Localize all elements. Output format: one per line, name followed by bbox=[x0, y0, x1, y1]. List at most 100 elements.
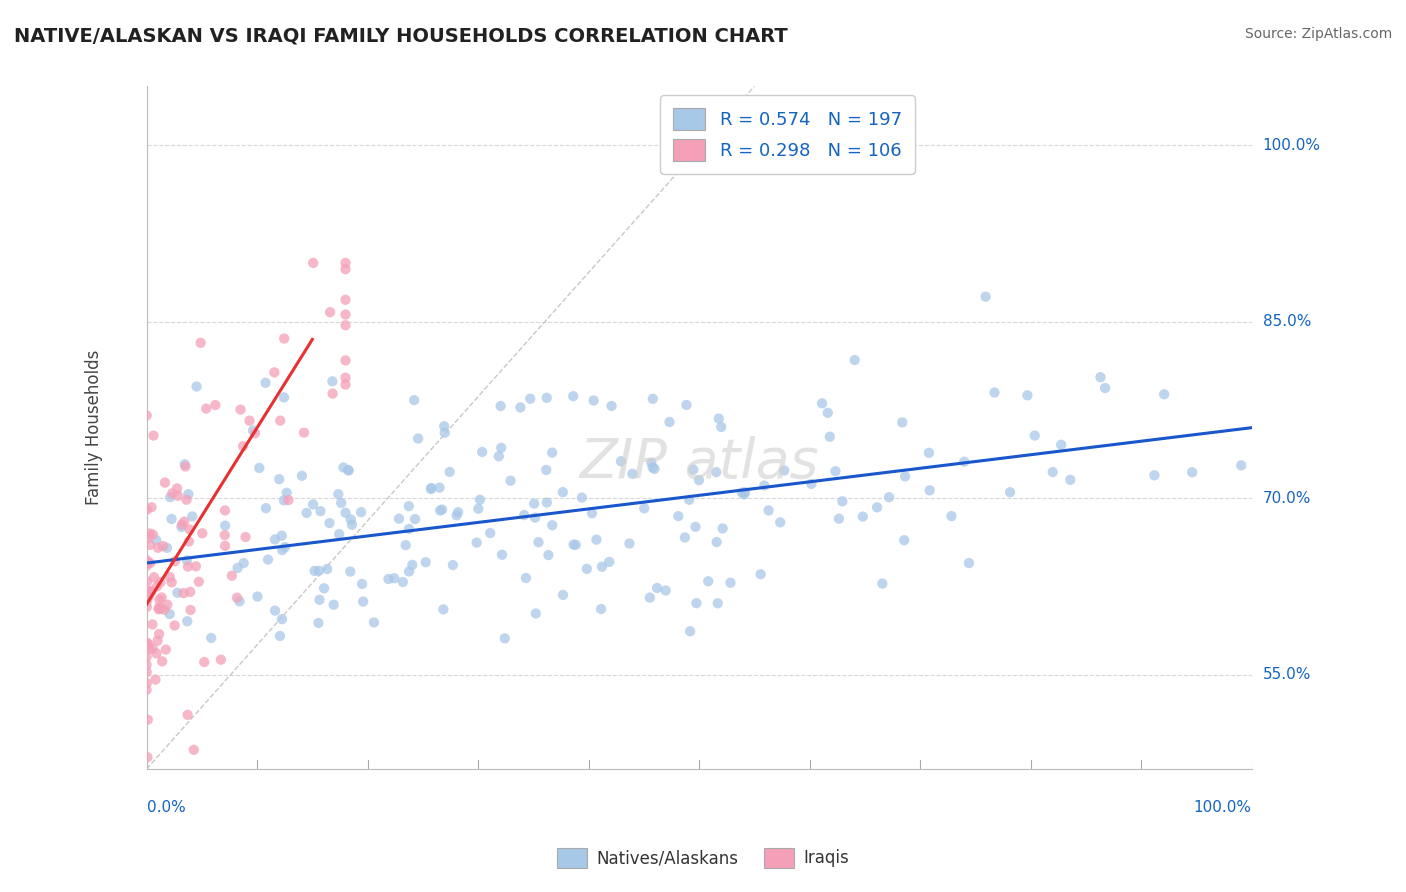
Point bbox=[1143, 468, 1166, 483]
Point bbox=[322, 386, 344, 401]
Point bbox=[509, 401, 531, 415]
Point bbox=[242, 424, 264, 438]
Point bbox=[138, 642, 160, 657]
Point bbox=[340, 517, 363, 532]
Point bbox=[177, 534, 200, 549]
Point bbox=[264, 604, 287, 618]
Point bbox=[270, 529, 292, 543]
Point bbox=[641, 392, 664, 406]
Point bbox=[141, 584, 163, 599]
Point bbox=[953, 455, 976, 469]
Point bbox=[339, 565, 361, 579]
Point bbox=[159, 490, 181, 504]
Point bbox=[135, 649, 157, 664]
Point bbox=[302, 497, 325, 511]
Point bbox=[136, 574, 159, 589]
Point bbox=[710, 420, 733, 434]
Point bbox=[150, 654, 173, 668]
Point bbox=[591, 559, 613, 574]
Point bbox=[537, 548, 560, 562]
Point bbox=[673, 531, 696, 545]
Point bbox=[877, 490, 900, 504]
Point bbox=[246, 590, 269, 604]
Point bbox=[170, 520, 193, 534]
Point bbox=[575, 562, 598, 576]
Point bbox=[150, 591, 173, 605]
Point bbox=[166, 482, 188, 496]
Point bbox=[1181, 465, 1204, 479]
Point bbox=[148, 600, 170, 615]
Point bbox=[536, 463, 558, 477]
Text: ZIP atlas: ZIP atlas bbox=[579, 435, 818, 488]
Point bbox=[176, 707, 198, 722]
Text: NATIVE/ALASKAN VS IRAQI FAMILY HOUSEHOLDS CORRELATION CHART: NATIVE/ALASKAN VS IRAQI FAMILY HOUSEHOLD… bbox=[14, 27, 787, 45]
Point bbox=[468, 492, 491, 507]
Point bbox=[138, 586, 160, 600]
Point bbox=[983, 385, 1005, 400]
Point bbox=[307, 615, 329, 630]
Point bbox=[337, 463, 360, 477]
Point bbox=[335, 353, 357, 368]
Point bbox=[181, 509, 204, 524]
Point bbox=[773, 463, 796, 477]
Point bbox=[704, 465, 727, 479]
Point bbox=[335, 370, 357, 384]
Point bbox=[551, 485, 574, 500]
Point bbox=[159, 570, 181, 584]
Point bbox=[675, 398, 697, 412]
Point bbox=[187, 574, 209, 589]
Point bbox=[209, 653, 232, 667]
Point bbox=[257, 552, 280, 566]
Point bbox=[254, 376, 277, 390]
Point bbox=[214, 528, 236, 542]
Point bbox=[204, 398, 226, 412]
Point bbox=[141, 617, 163, 632]
Point bbox=[155, 642, 177, 657]
Point bbox=[682, 463, 704, 477]
Point bbox=[176, 492, 198, 507]
Point bbox=[769, 516, 792, 530]
Point bbox=[527, 535, 550, 549]
Point bbox=[177, 487, 200, 501]
Point bbox=[269, 472, 291, 486]
Point bbox=[734, 485, 756, 500]
Point bbox=[274, 540, 297, 554]
Point bbox=[183, 743, 205, 757]
Point bbox=[163, 618, 186, 632]
Point bbox=[541, 445, 564, 459]
Point bbox=[678, 492, 700, 507]
Point bbox=[433, 425, 456, 440]
Point bbox=[152, 539, 174, 553]
Point bbox=[145, 533, 167, 548]
Point bbox=[415, 555, 437, 569]
Point bbox=[318, 516, 340, 530]
Point bbox=[332, 460, 354, 475]
Point bbox=[519, 392, 541, 406]
Point bbox=[551, 588, 574, 602]
Point bbox=[706, 596, 728, 610]
Point bbox=[176, 614, 198, 628]
Point bbox=[581, 506, 603, 520]
Point bbox=[817, 406, 839, 420]
Point bbox=[1017, 388, 1039, 402]
Point bbox=[350, 505, 373, 519]
Point bbox=[138, 588, 160, 602]
Point bbox=[1094, 381, 1116, 395]
Point bbox=[173, 457, 195, 471]
Point bbox=[872, 576, 894, 591]
Point bbox=[600, 399, 623, 413]
Point bbox=[619, 536, 641, 550]
Point bbox=[918, 446, 941, 460]
Point bbox=[998, 485, 1021, 500]
Point bbox=[439, 465, 461, 479]
Point bbox=[395, 538, 418, 552]
Point bbox=[433, 419, 456, 434]
Point bbox=[190, 335, 212, 350]
Point bbox=[571, 491, 593, 505]
Point bbox=[221, 568, 243, 582]
Point bbox=[139, 583, 162, 598]
Point bbox=[145, 673, 167, 687]
Point bbox=[377, 572, 399, 586]
Point bbox=[232, 439, 254, 453]
Point bbox=[479, 526, 502, 541]
